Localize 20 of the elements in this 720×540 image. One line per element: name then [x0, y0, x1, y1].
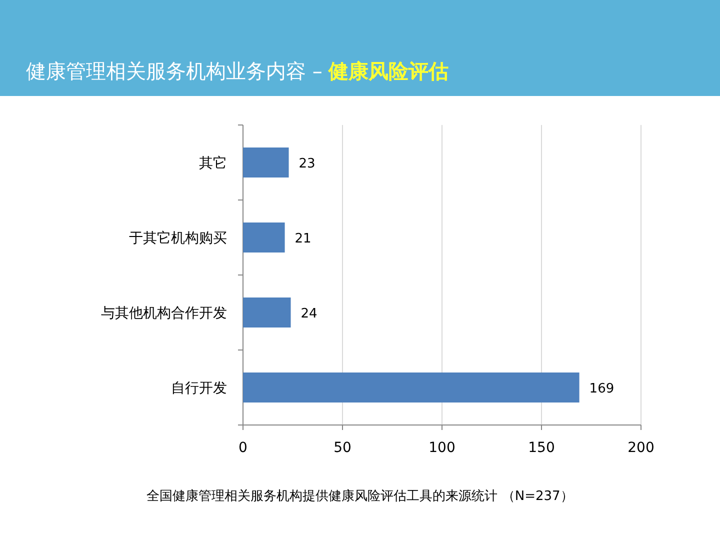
- chart-subtitle: 健康风险评估: [327, 59, 448, 83]
- data-label: 24: [300, 306, 318, 322]
- y-tick-label: 与其他机构合作开发: [101, 306, 227, 322]
- data-label: 21: [294, 232, 312, 246]
- text: 全国健康管理相关服务机构提供健康风险评估工具的来源统计 （N=237）: [146, 489, 574, 504]
- x-tick-label: 100: [428, 440, 456, 456]
- bar: [243, 298, 291, 328]
- x-tick-label: 150: [528, 440, 555, 456]
- x-tick-label: 50: [334, 440, 352, 456]
- data-label: 169: [589, 382, 614, 396]
- chart-title: 健康管理相关服务机构业务内容 –: [26, 59, 322, 83]
- y-tick-label: 其它: [199, 156, 227, 172]
- x-tick-label: 0: [238, 440, 248, 456]
- y-tick-label: 于其它机构购买: [129, 230, 227, 246]
- data-label: 23: [298, 156, 316, 172]
- x-tick-label: 200: [628, 440, 654, 456]
- bar: [243, 222, 285, 252]
- bar: [243, 372, 580, 402]
- bar: [243, 148, 289, 178]
- y-tick-label: 自行开发: [171, 380, 227, 396]
